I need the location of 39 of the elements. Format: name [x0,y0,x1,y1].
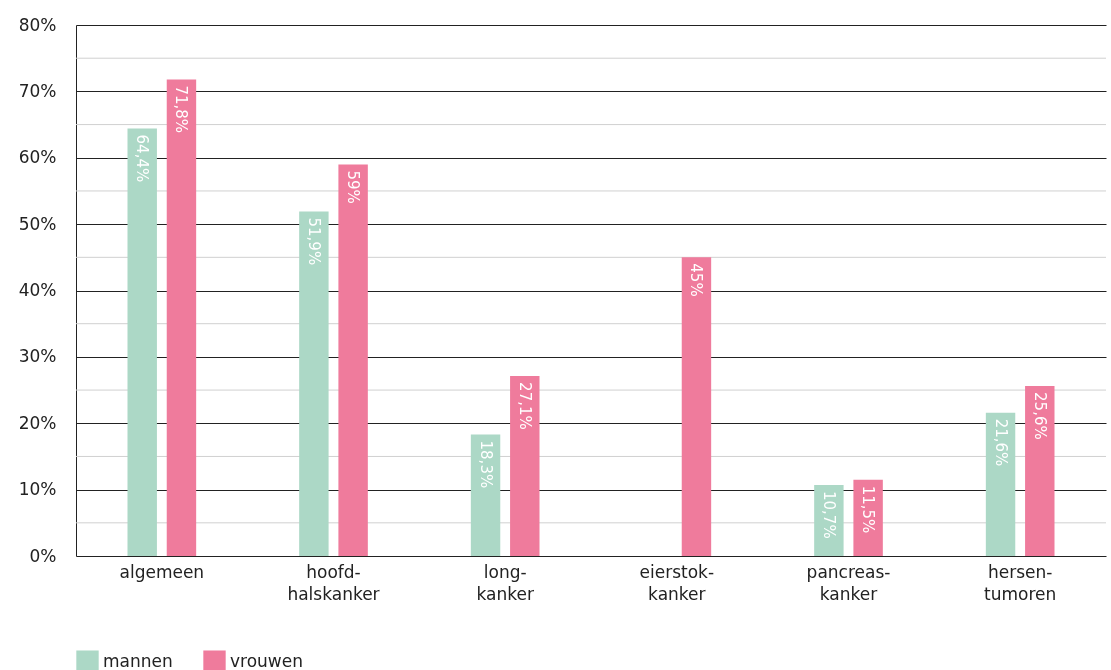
data-label: 21,6% [991,418,1010,467]
x-tick-label: algemeen [119,561,205,582]
data-label: 10,7% [819,490,838,539]
y-tick-label: 10% [18,479,57,500]
y-tick-label: 70% [18,80,57,101]
data-label: 64,4% [133,134,152,183]
bar [510,376,540,556]
bar [681,257,712,556]
data-label: 18,3% [476,440,495,489]
data-label: 51,9% [304,217,323,266]
bar [338,164,368,556]
y-tick-label: 60% [18,147,57,168]
x-tick-label: long- kanker [476,561,534,604]
data-label: 27,1% [515,382,534,430]
x-tick-label: pancreas- kanker [806,561,891,604]
data-label: 25,6% [1030,392,1049,440]
x-tick-label: hoofd- halskanker [287,561,380,604]
y-tick-label: 40% [18,280,57,300]
data-label: 45% [687,263,706,297]
y-tick-label: 0% [29,545,57,566]
y-tick-label: 50% [18,213,57,234]
bar [985,412,1016,556]
x-tick-label: eierstok- kanker [639,561,715,604]
bar [853,479,883,556]
bar [814,484,844,556]
y-tick-label: 20% [18,412,57,433]
bar [1025,386,1055,556]
data-label: 59% [344,170,363,204]
data-label: 11,5% [859,485,878,534]
data-label: 71,8% [172,85,191,134]
legend-label: mannen [103,650,173,670]
y-tick-label: 30% [18,346,57,367]
x-tick-label: hersen- tumoren [984,561,1057,604]
legend-label: vrouwen [230,650,303,670]
y-tick-label: 80% [18,14,57,35]
bar [470,434,501,556]
bar [166,79,197,556]
bar [127,128,157,556]
bar [299,211,329,556]
